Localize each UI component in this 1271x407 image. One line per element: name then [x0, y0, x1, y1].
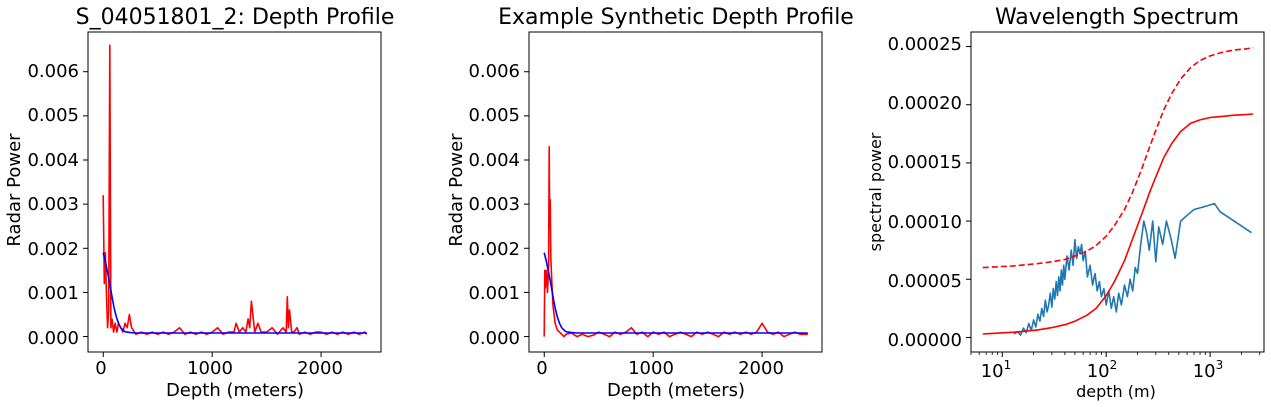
- y-tick-label: 0.003: [27, 194, 79, 215]
- plot-marks: [966, 46, 1261, 357]
- panel-synthetic-depth-profile: Example Synthetic Depth Profile Radar Po…: [446, 5, 854, 401]
- panel-depth-profile: S_04051801_2: Depth Profile Radar Power …: [4, 5, 394, 401]
- y-tick-label: 0.00000: [888, 330, 962, 351]
- y-tick-label: 0.00015: [888, 152, 962, 173]
- x-tick-label: 1000: [187, 358, 233, 379]
- y-tick-label: 0.00005: [888, 271, 962, 292]
- x-axis-label: depth (m): [1076, 382, 1156, 401]
- y-tick-label: 0.00020: [888, 93, 962, 114]
- plot-marks: [83, 44, 368, 357]
- y-axis-label: Radar Power: [4, 133, 25, 247]
- series-line: [1013, 202, 1252, 336]
- panel-wavelength-spectrum: Wavelength Spectrum spectral power depth…: [866, 5, 1265, 401]
- plot-frame: [528, 31, 823, 353]
- x-tick-label: 0: [95, 358, 106, 379]
- series-line: [982, 46, 1254, 269]
- y-tick-label: 0.000: [468, 328, 520, 349]
- plot-frame: [87, 31, 382, 353]
- x-tick-label: 101: [981, 358, 1012, 382]
- series-line: [102, 252, 367, 334]
- y-tick-label: 0.006: [468, 61, 520, 82]
- x-axis-label: Depth (meters): [166, 380, 304, 401]
- y-tick-label: 0.004: [27, 150, 79, 171]
- y-tick-label: 0.004: [468, 150, 520, 171]
- y-tick-label: 0.00010: [888, 212, 962, 233]
- y-tick-label: 0.005: [468, 105, 520, 126]
- y-tick-label: 0.000: [27, 328, 79, 349]
- chart-title: Example Synthetic Depth Profile: [498, 5, 854, 30]
- series-line: [543, 252, 808, 334]
- x-tick-label: 0: [536, 358, 547, 379]
- y-tick-label: 0.002: [27, 239, 79, 260]
- y-tick-label: 0.005: [27, 105, 79, 126]
- y-tick-label: 0.002: [468, 239, 520, 260]
- y-tick-label: 0.006: [27, 61, 79, 82]
- y-tick-label: 0.003: [468, 194, 520, 215]
- x-tick-label: 1000: [628, 358, 674, 379]
- x-tick-label: 102: [1087, 358, 1118, 382]
- y-tick-label: 0.001: [27, 283, 79, 304]
- x-tick-label: 2000: [738, 358, 784, 379]
- y-axis-label: spectral power: [866, 132, 885, 251]
- y-axis-label: Radar Power: [446, 133, 467, 247]
- series-line: [982, 113, 1254, 335]
- x-tick-label: 2000: [297, 358, 343, 379]
- plot-frame: [970, 31, 1265, 353]
- chart-title: S_04051801_2: Depth Profile: [76, 5, 395, 30]
- x-axis-label: Depth (meters): [607, 380, 745, 401]
- y-tick-label: 0.00025: [888, 34, 962, 55]
- plot-marks: [524, 71, 808, 357]
- chart-title: Wavelength Spectrum: [995, 5, 1239, 30]
- x-tick-label: 103: [1193, 358, 1224, 382]
- y-tick-label: 0.001: [468, 283, 520, 304]
